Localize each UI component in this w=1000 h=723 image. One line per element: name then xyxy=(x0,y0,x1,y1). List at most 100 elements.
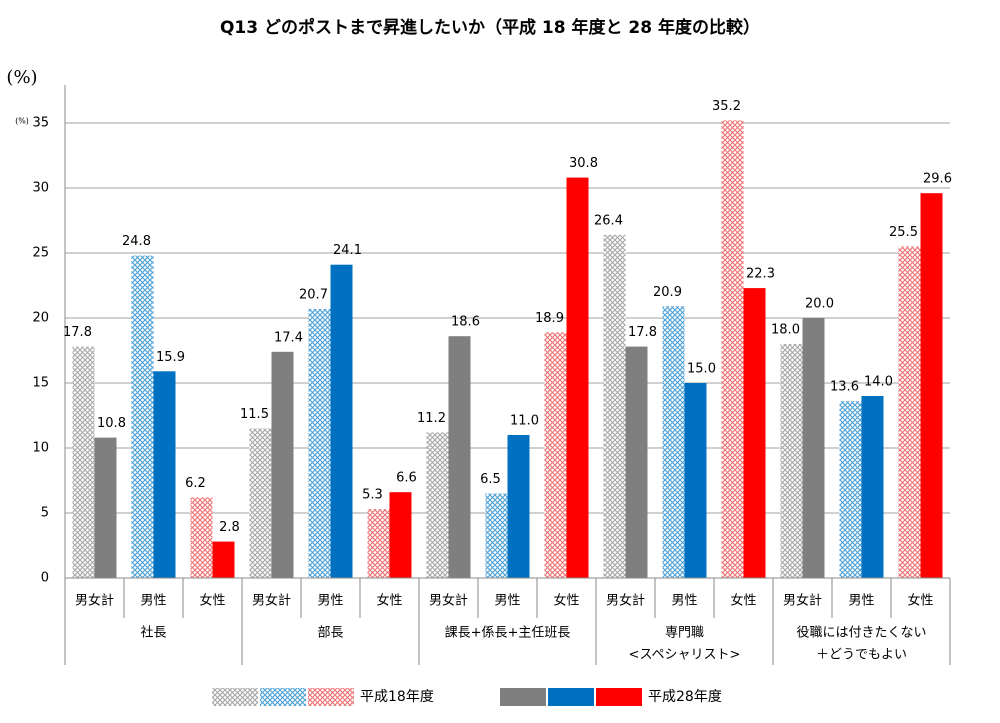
value-label: 17.8 xyxy=(628,325,657,340)
bar xyxy=(94,437,117,578)
bar xyxy=(861,396,884,578)
y-tick-label: 10 xyxy=(32,441,49,456)
bar xyxy=(131,255,154,578)
bar xyxy=(507,435,530,578)
y-axis-label: (%) xyxy=(6,67,37,88)
bar xyxy=(839,401,862,578)
y-tick-label: 15 xyxy=(32,376,49,391)
x-tick-label: 男女計 xyxy=(252,593,291,609)
bar xyxy=(898,246,921,578)
x-tick-label: 女性 xyxy=(907,593,933,609)
value-label: 24.1 xyxy=(333,243,362,258)
x-tick-label: 男女計 xyxy=(429,593,468,609)
y-tick-label: 30 xyxy=(32,181,49,196)
value-label: 14.0 xyxy=(864,375,893,390)
x-tick-label: 男性 xyxy=(494,594,520,609)
y-tick-label: 25 xyxy=(32,246,49,261)
bar xyxy=(271,351,294,578)
value-label: 26.4 xyxy=(594,213,623,228)
x-tick-label: 男女計 xyxy=(75,593,114,609)
value-label: 18.6 xyxy=(451,315,480,330)
chart-title: Q13 どのポストまで昇進したいか（平成 18 年度と 28 年度の比較） xyxy=(220,17,760,38)
bar xyxy=(367,509,390,578)
value-label: 20.0 xyxy=(805,297,834,312)
legend-swatch xyxy=(260,688,306,706)
x-tick-label: 女性 xyxy=(376,593,402,609)
value-label: 5.3 xyxy=(362,488,383,503)
bar xyxy=(625,346,648,578)
bar xyxy=(249,428,272,578)
legend-swatch xyxy=(548,688,594,706)
value-label: 29.6 xyxy=(923,172,952,187)
bar xyxy=(153,371,176,578)
y-tick-label: 35 xyxy=(32,116,49,131)
x-tick-label: 女性 xyxy=(199,593,225,609)
value-label: 17.8 xyxy=(63,325,92,340)
legend-swatch xyxy=(308,688,354,706)
x-tick-label: 女性 xyxy=(553,593,579,609)
value-label: 18.0 xyxy=(771,323,800,338)
value-label: 35.2 xyxy=(712,99,741,114)
bar xyxy=(212,541,235,578)
y-unit: (%) xyxy=(15,117,29,126)
value-label: 30.8 xyxy=(569,156,598,171)
value-label: 13.6 xyxy=(830,380,859,395)
group-label: 部長 xyxy=(317,626,343,641)
value-label: 24.8 xyxy=(122,234,151,249)
value-label: 6.5 xyxy=(480,472,501,487)
x-tick-label: 男女計 xyxy=(606,593,645,609)
group-label: 専門職 xyxy=(665,626,704,641)
value-label: 20.7 xyxy=(299,287,328,302)
value-label: 25.5 xyxy=(889,225,918,240)
y-tick-label: 20 xyxy=(32,311,49,326)
bar xyxy=(780,344,803,578)
value-label: 22.3 xyxy=(746,267,775,282)
group-label: 社長 xyxy=(140,625,166,641)
legend-swatch xyxy=(212,688,258,706)
value-label: 20.9 xyxy=(653,285,682,300)
value-label: 15.0 xyxy=(687,362,716,377)
bar xyxy=(544,332,567,578)
value-label: 6.2 xyxy=(185,476,206,491)
legend-label: 平成18年度 xyxy=(360,689,434,705)
group-label: ＋どうでもよい xyxy=(816,648,907,663)
bar xyxy=(802,318,825,578)
value-label: 10.8 xyxy=(97,416,126,431)
bar xyxy=(920,193,943,578)
legend-swatch xyxy=(596,688,642,706)
bar xyxy=(566,177,589,578)
bar xyxy=(721,120,744,579)
bar xyxy=(190,497,213,578)
value-label: 11.5 xyxy=(240,407,269,422)
value-label: 11.2 xyxy=(417,411,446,426)
value-label: 11.0 xyxy=(510,414,539,429)
x-tick-label: 男女計 xyxy=(783,593,822,609)
value-label: 17.4 xyxy=(274,330,303,345)
legend-label: 平成28年度 xyxy=(648,689,722,705)
y-tick-label: 0 xyxy=(41,571,49,586)
bar xyxy=(330,264,353,578)
value-label: 6.6 xyxy=(396,471,417,486)
bar xyxy=(684,383,707,578)
group-label: <スペシャリスト> xyxy=(629,648,741,663)
value-label: 2.8 xyxy=(219,520,240,535)
x-tick-label: 男性 xyxy=(317,594,343,609)
bar xyxy=(308,308,331,578)
bar xyxy=(662,306,685,578)
bar xyxy=(485,493,508,578)
x-tick-label: 男性 xyxy=(848,594,874,609)
group-label: 役職には付きたくない xyxy=(796,626,926,641)
legend-swatch xyxy=(500,688,546,706)
x-tick-label: 男性 xyxy=(671,594,697,609)
bar xyxy=(448,336,471,578)
y-tick-label: 5 xyxy=(41,506,49,521)
bar xyxy=(426,432,449,578)
x-tick-label: 男性 xyxy=(140,594,166,609)
bar xyxy=(603,234,626,579)
x-tick-label: 女性 xyxy=(730,593,756,609)
group-label: 課長+係長+主任班長 xyxy=(445,625,571,641)
value-label: 18.9 xyxy=(535,311,564,326)
bar xyxy=(72,346,95,578)
bar xyxy=(743,288,766,578)
